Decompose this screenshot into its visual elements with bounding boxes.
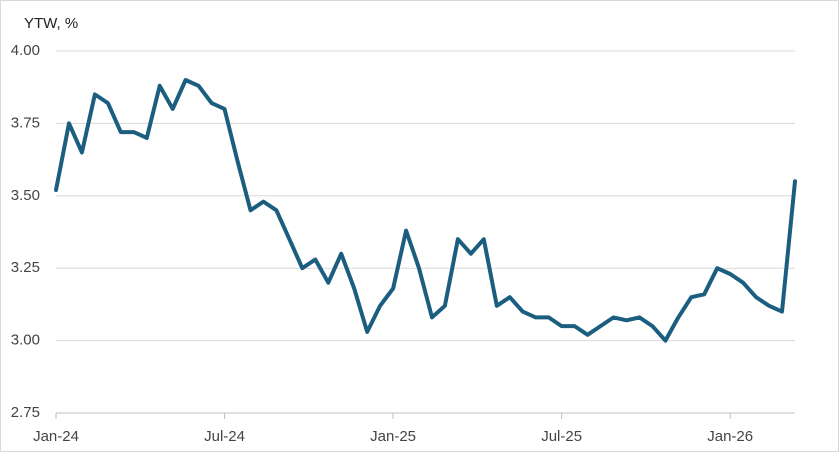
y-tick-label: 3.75 bbox=[11, 114, 40, 131]
data-line bbox=[54, 78, 797, 343]
x-tick-label: Jan-24 bbox=[33, 428, 79, 445]
x-tick-label: Jan-26 bbox=[707, 428, 753, 445]
y-tick-label: 3.50 bbox=[11, 187, 40, 204]
chart-title: YTW, % bbox=[24, 15, 78, 32]
y-tick-label: 3.25 bbox=[11, 259, 40, 276]
y-tick-label: 4.00 bbox=[11, 42, 40, 59]
y-tick-label: 3.00 bbox=[11, 332, 40, 349]
x-tick-label: Jul-25 bbox=[541, 428, 582, 445]
x-tick-label: Jan-25 bbox=[370, 428, 416, 445]
y-tick-label: 2.75 bbox=[11, 404, 40, 421]
x-tick-label: Jul-24 bbox=[204, 428, 245, 445]
